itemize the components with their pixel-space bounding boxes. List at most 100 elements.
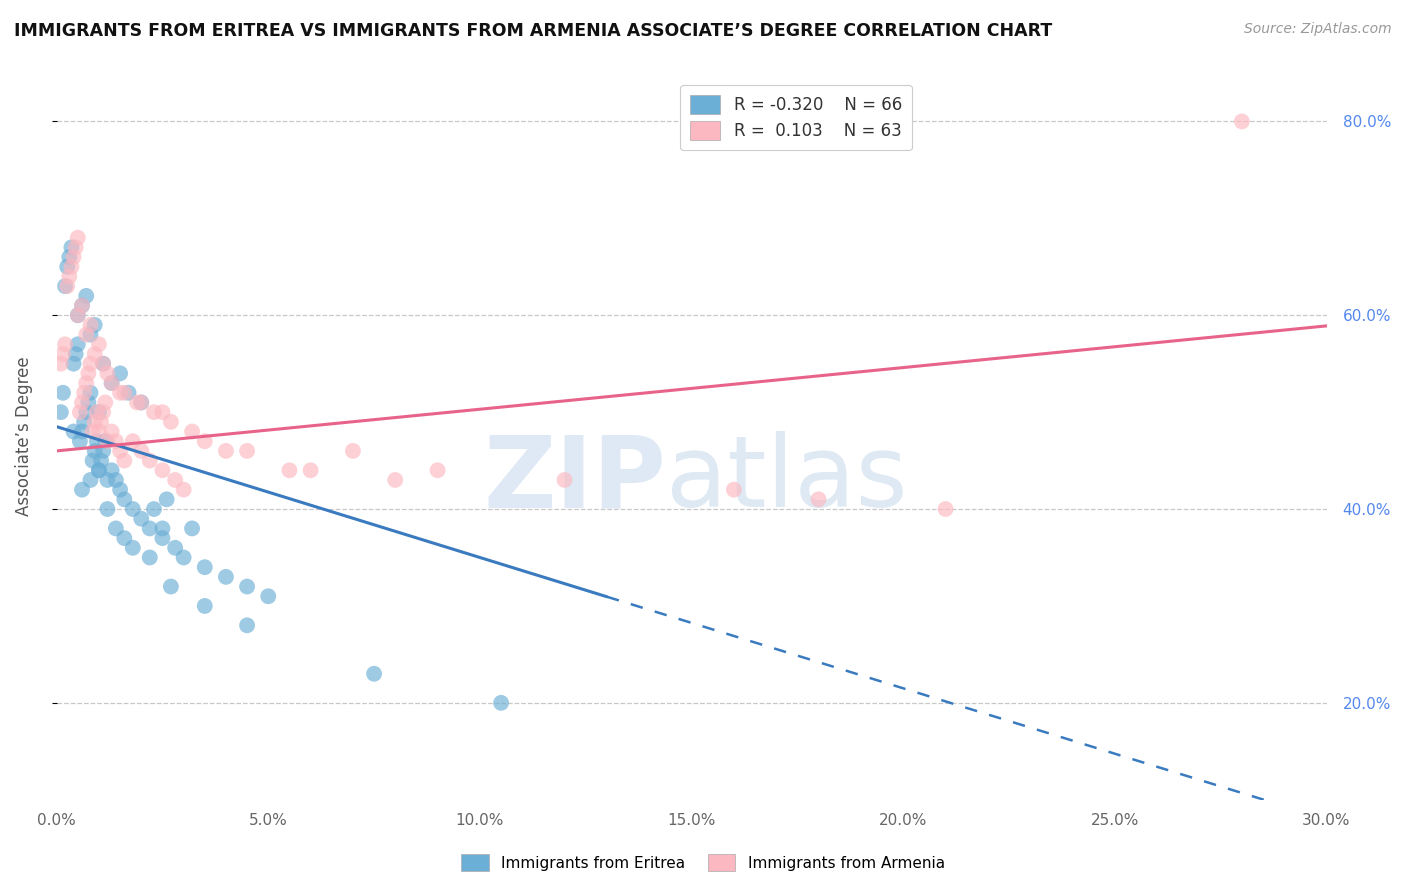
Point xyxy=(299,463,322,477)
Point xyxy=(121,541,143,555)
Point xyxy=(87,463,110,477)
Point xyxy=(56,260,79,274)
Point xyxy=(66,337,89,351)
Point xyxy=(215,443,238,458)
Point xyxy=(121,434,143,449)
Point xyxy=(90,453,112,467)
Point xyxy=(66,308,89,322)
Point xyxy=(112,453,135,467)
Point xyxy=(236,618,259,632)
Y-axis label: Associate’s Degree: Associate’s Degree xyxy=(15,357,32,516)
Point xyxy=(129,512,152,526)
Point xyxy=(65,347,87,361)
Point xyxy=(70,425,93,439)
Point xyxy=(87,337,110,351)
Point xyxy=(58,269,80,284)
Point xyxy=(69,434,91,449)
Point xyxy=(104,434,127,449)
Point xyxy=(125,395,148,409)
Point xyxy=(70,299,93,313)
Point xyxy=(66,230,89,244)
Point xyxy=(96,367,118,381)
Point xyxy=(91,443,114,458)
Point xyxy=(384,473,406,487)
Point xyxy=(152,521,174,535)
Point xyxy=(129,395,152,409)
Point xyxy=(194,599,217,613)
Point xyxy=(257,589,280,603)
Point xyxy=(138,521,160,535)
Point xyxy=(96,473,118,487)
Point xyxy=(66,308,89,322)
Point xyxy=(112,385,135,400)
Point xyxy=(86,434,108,449)
Point xyxy=(100,463,122,477)
Point xyxy=(86,405,108,419)
Point xyxy=(83,347,105,361)
Point xyxy=(173,483,195,497)
Point xyxy=(181,521,204,535)
Point xyxy=(70,483,93,497)
Point xyxy=(236,580,259,594)
Point xyxy=(342,443,364,458)
Point xyxy=(165,541,187,555)
Text: atlas: atlas xyxy=(666,432,908,528)
Point xyxy=(426,463,449,477)
Point xyxy=(53,337,76,351)
Point xyxy=(82,425,104,439)
Point xyxy=(52,385,75,400)
Point xyxy=(62,357,84,371)
Point xyxy=(194,434,217,449)
Point xyxy=(69,405,91,419)
Point xyxy=(60,240,83,254)
Point xyxy=(73,385,96,400)
Point xyxy=(53,279,76,293)
Point xyxy=(152,531,174,545)
Point xyxy=(108,483,131,497)
Point xyxy=(60,260,83,274)
Point xyxy=(152,463,174,477)
Point xyxy=(143,502,166,516)
Point xyxy=(181,425,204,439)
Point xyxy=(49,357,72,371)
Point xyxy=(90,415,112,429)
Point xyxy=(1230,114,1253,128)
Point xyxy=(79,327,101,342)
Point xyxy=(79,357,101,371)
Point xyxy=(112,492,135,507)
Point xyxy=(104,521,127,535)
Point xyxy=(108,367,131,381)
Point xyxy=(194,560,217,574)
Text: ZIP: ZIP xyxy=(484,432,666,528)
Point xyxy=(156,492,179,507)
Point xyxy=(723,483,745,497)
Point xyxy=(173,550,195,565)
Point xyxy=(236,443,259,458)
Point xyxy=(554,473,576,487)
Point xyxy=(278,463,301,477)
Point xyxy=(79,318,101,332)
Point xyxy=(87,463,110,477)
Point xyxy=(87,425,110,439)
Point xyxy=(82,453,104,467)
Point xyxy=(83,443,105,458)
Point xyxy=(215,570,238,584)
Point xyxy=(70,395,93,409)
Point xyxy=(160,415,183,429)
Point xyxy=(83,318,105,332)
Text: Source: ZipAtlas.com: Source: ZipAtlas.com xyxy=(1244,22,1392,37)
Point xyxy=(96,434,118,449)
Point xyxy=(112,531,135,545)
Point xyxy=(96,502,118,516)
Point xyxy=(73,415,96,429)
Point xyxy=(100,425,122,439)
Point xyxy=(75,376,97,390)
Point xyxy=(129,395,152,409)
Point xyxy=(129,443,152,458)
Point xyxy=(138,453,160,467)
Point xyxy=(75,289,97,303)
Point xyxy=(94,395,117,409)
Point xyxy=(121,502,143,516)
Point xyxy=(77,395,100,409)
Point xyxy=(52,347,75,361)
